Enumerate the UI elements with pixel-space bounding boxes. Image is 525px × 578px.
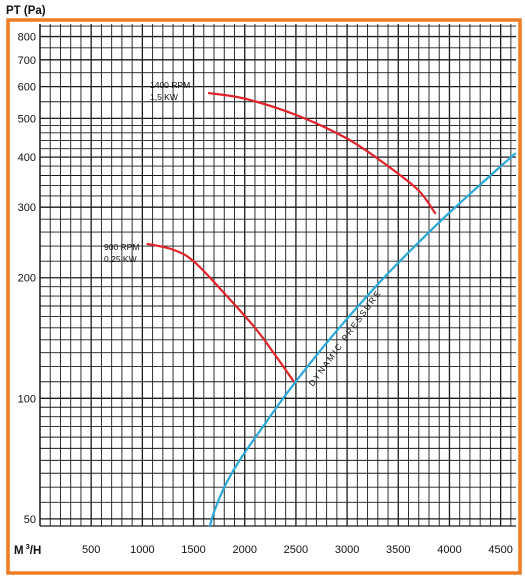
- chart-frame: [6, 18, 522, 575]
- x-tick-label: 3000: [335, 544, 359, 556]
- x-axis-label: M 3/H: [14, 542, 41, 557]
- grid: [39, 24, 516, 527]
- y-tick-label: 400: [18, 152, 36, 164]
- curve-fan900: [146, 242, 295, 383]
- x-tick-label: 4000: [437, 544, 461, 556]
- y-axis-title: PT (Pa): [6, 5, 46, 17]
- kw-900-label: 0,25 KW: [104, 254, 137, 264]
- x-tick-label: 2000: [232, 544, 256, 556]
- y-tick-label: 300: [18, 202, 36, 214]
- y-tick-label: 700: [18, 55, 36, 67]
- x-tick-label: 500: [82, 544, 100, 556]
- x-tick-label: 1500: [181, 544, 205, 556]
- y-tick-label: 600: [18, 82, 36, 94]
- curve-dynamic: [208, 152, 517, 528]
- x-tick-label: 1000: [130, 544, 154, 556]
- y-tick-label: 50: [24, 514, 36, 526]
- rpm-1400-label: 1400 RPM: [150, 80, 190, 90]
- curve-fan1400: [207, 92, 437, 215]
- y-tick-label: 800: [18, 32, 36, 44]
- x-tick-label: 4500: [488, 544, 512, 556]
- curves: [146, 92, 517, 528]
- y-tick-label: 100: [18, 393, 36, 405]
- labels: PT (Pa) M 3/H 1400 RPM 1,5 KW 900 RPM 0,2…: [6, 5, 513, 557]
- x-tick-label: 3500: [386, 544, 410, 556]
- y-tick-label: 200: [18, 273, 36, 285]
- kw-1400-label: 1,5 KW: [150, 92, 178, 102]
- rpm-900-label: 900 RPM: [104, 242, 139, 252]
- y-tick-label: 500: [18, 113, 36, 125]
- x-tick-label: 2500: [284, 544, 308, 556]
- dynamic-pressure-label: DYNAMIC PRESSURE: [307, 288, 384, 389]
